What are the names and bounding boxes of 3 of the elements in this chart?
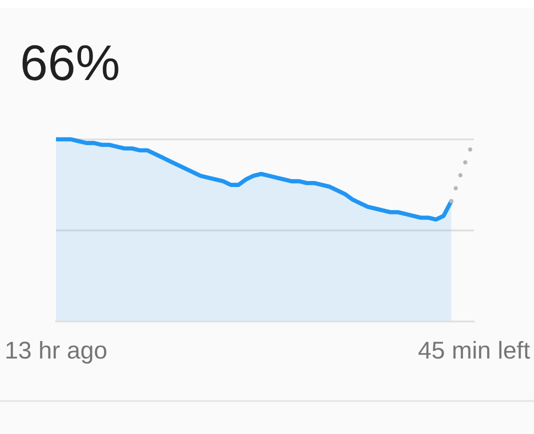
x-tick-label: 13 hr ago (6, 340, 106, 364)
x-tick-label: 45 min left (418, 340, 530, 359)
chart-title: 66% (22, 45, 118, 80)
